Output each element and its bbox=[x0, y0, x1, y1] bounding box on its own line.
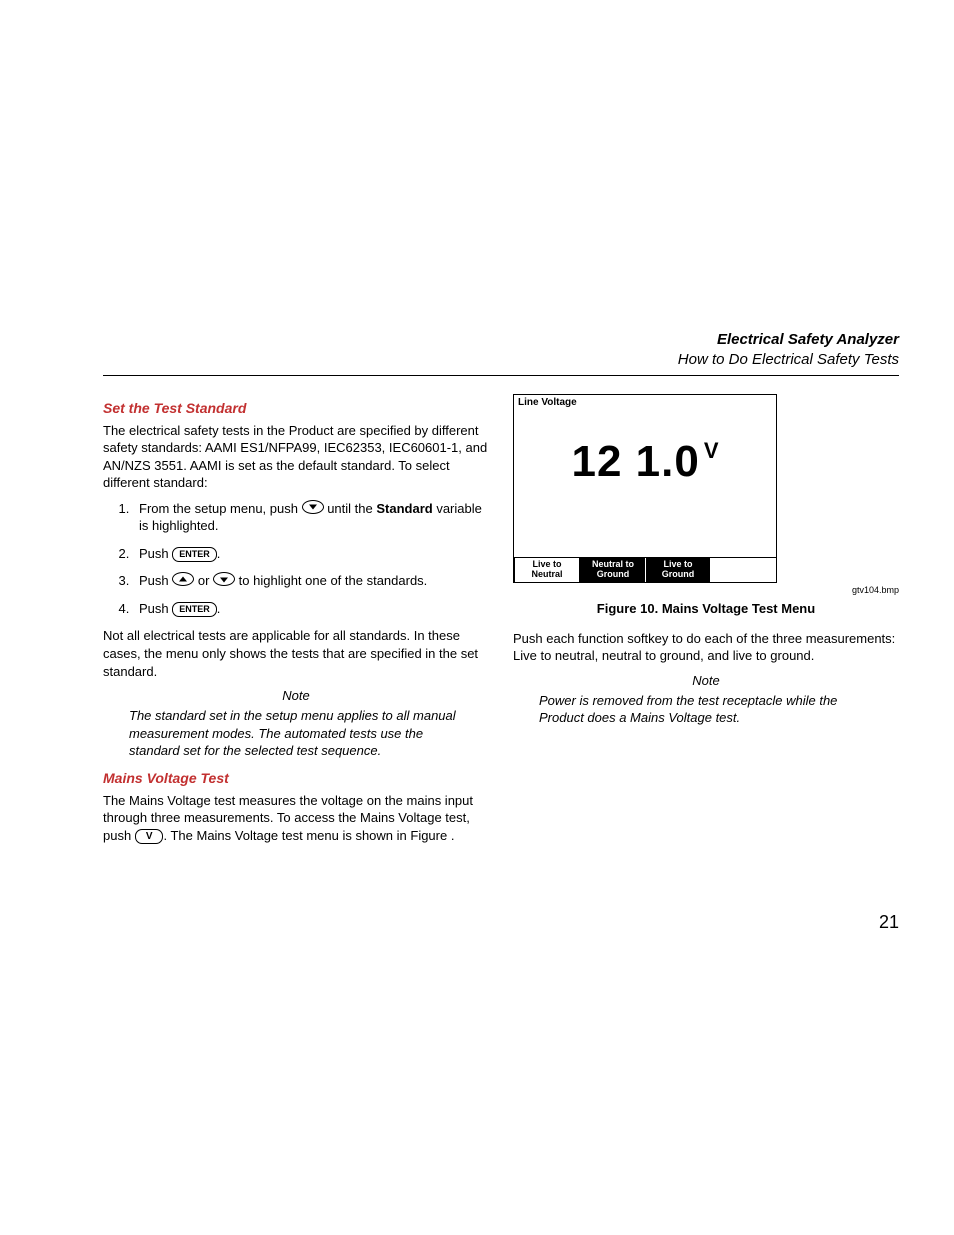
softkey-spacer bbox=[711, 558, 776, 582]
section-title-set-standard: Set the Test Standard bbox=[103, 400, 489, 416]
lcd-display-area: Line Voltage 12 1.0V bbox=[514, 395, 776, 557]
enter-key-icon: ENTER bbox=[172, 602, 217, 617]
lcd-value: 12 1.0 bbox=[571, 437, 699, 486]
step-1-text-b: until the bbox=[324, 501, 377, 516]
figure-caption: Figure 10. Mains Voltage Test Menu bbox=[513, 601, 899, 616]
step-1-text-a: From the setup menu, push bbox=[139, 501, 302, 516]
down-arrow-key-icon bbox=[213, 572, 235, 586]
step-4-text-b: . bbox=[217, 601, 221, 616]
step-1: From the setup menu, push until the Stan… bbox=[133, 500, 489, 535]
step-3-text-c: to highlight one of the standards. bbox=[235, 573, 427, 588]
lcd-reading: 12 1.0V bbox=[514, 437, 776, 487]
enter-key-icon: ENTER bbox=[172, 547, 217, 562]
page-number: 21 bbox=[879, 912, 899, 933]
set-standard-footnote: Not all electrical tests are applicable … bbox=[103, 627, 489, 680]
lcd-softkey-row: Live to Neutral Neutral to Ground Live t… bbox=[514, 557, 776, 582]
step-4: Push ENTER. bbox=[133, 600, 489, 618]
step-2-text-b: . bbox=[217, 546, 221, 561]
softkey-live-to-ground: Live to Ground bbox=[646, 558, 711, 582]
softkey-line2: Neutral bbox=[515, 570, 579, 580]
step-3-text-a: Push bbox=[139, 573, 172, 588]
figure-filename: gtv104.bmp bbox=[513, 585, 899, 595]
section-title-mains-voltage: Mains Voltage Test bbox=[103, 770, 489, 786]
step-2-text-a: Push bbox=[139, 546, 172, 561]
softkey-instruction: Push each function softkey to do each of… bbox=[513, 630, 899, 665]
softkey-line2: Ground bbox=[646, 570, 710, 580]
step-1-bold: Standard bbox=[376, 501, 432, 516]
lcd-title: Line Voltage bbox=[518, 397, 577, 408]
note-label: Note bbox=[103, 688, 489, 703]
step-3: Push or to highlight one of the standard… bbox=[133, 572, 489, 590]
lcd-screen: Line Voltage 12 1.0V Live to Neutral Neu… bbox=[513, 394, 777, 583]
up-arrow-key-icon bbox=[172, 572, 194, 586]
note-body: The standard set in the setup menu appli… bbox=[129, 707, 463, 760]
softkey-line2: Ground bbox=[581, 570, 645, 580]
set-standard-steps: From the setup menu, push until the Stan… bbox=[103, 500, 489, 618]
step-4-text-a: Push bbox=[139, 601, 172, 616]
header-subtitle: How to Do Electrical Safety Tests bbox=[103, 350, 899, 370]
set-standard-intro: The electrical safety tests in the Produ… bbox=[103, 422, 489, 492]
lcd-figure: Line Voltage 12 1.0V Live to Neutral Neu… bbox=[513, 394, 899, 616]
note-body: Power is removed from the test receptacl… bbox=[539, 692, 873, 727]
mains-voltage-intro: The Mains Voltage test measures the volt… bbox=[103, 792, 489, 845]
right-column: Line Voltage 12 1.0V Live to Neutral Neu… bbox=[513, 394, 899, 853]
note-label: Note bbox=[513, 673, 899, 688]
step-2: Push ENTER. bbox=[133, 545, 489, 563]
softkey-live-to-neutral: Live to Neutral bbox=[514, 558, 580, 582]
down-arrow-key-icon bbox=[302, 500, 324, 514]
left-column: Set the Test Standard The electrical saf… bbox=[103, 394, 489, 853]
page-content: Electrical Safety Analyzer How to Do Ele… bbox=[103, 330, 899, 852]
header-title: Electrical Safety Analyzer bbox=[103, 330, 899, 350]
two-column-layout: Set the Test Standard The electrical saf… bbox=[103, 394, 899, 853]
step-3-text-b: or bbox=[194, 573, 213, 588]
mains-voltage-text-b: . The Mains Voltage test menu is shown i… bbox=[163, 828, 454, 843]
softkey-neutral-to-ground: Neutral to Ground bbox=[580, 558, 646, 582]
v-key-icon: V bbox=[135, 829, 164, 844]
page-header: Electrical Safety Analyzer How to Do Ele… bbox=[103, 330, 899, 376]
lcd-unit: V bbox=[704, 438, 719, 463]
